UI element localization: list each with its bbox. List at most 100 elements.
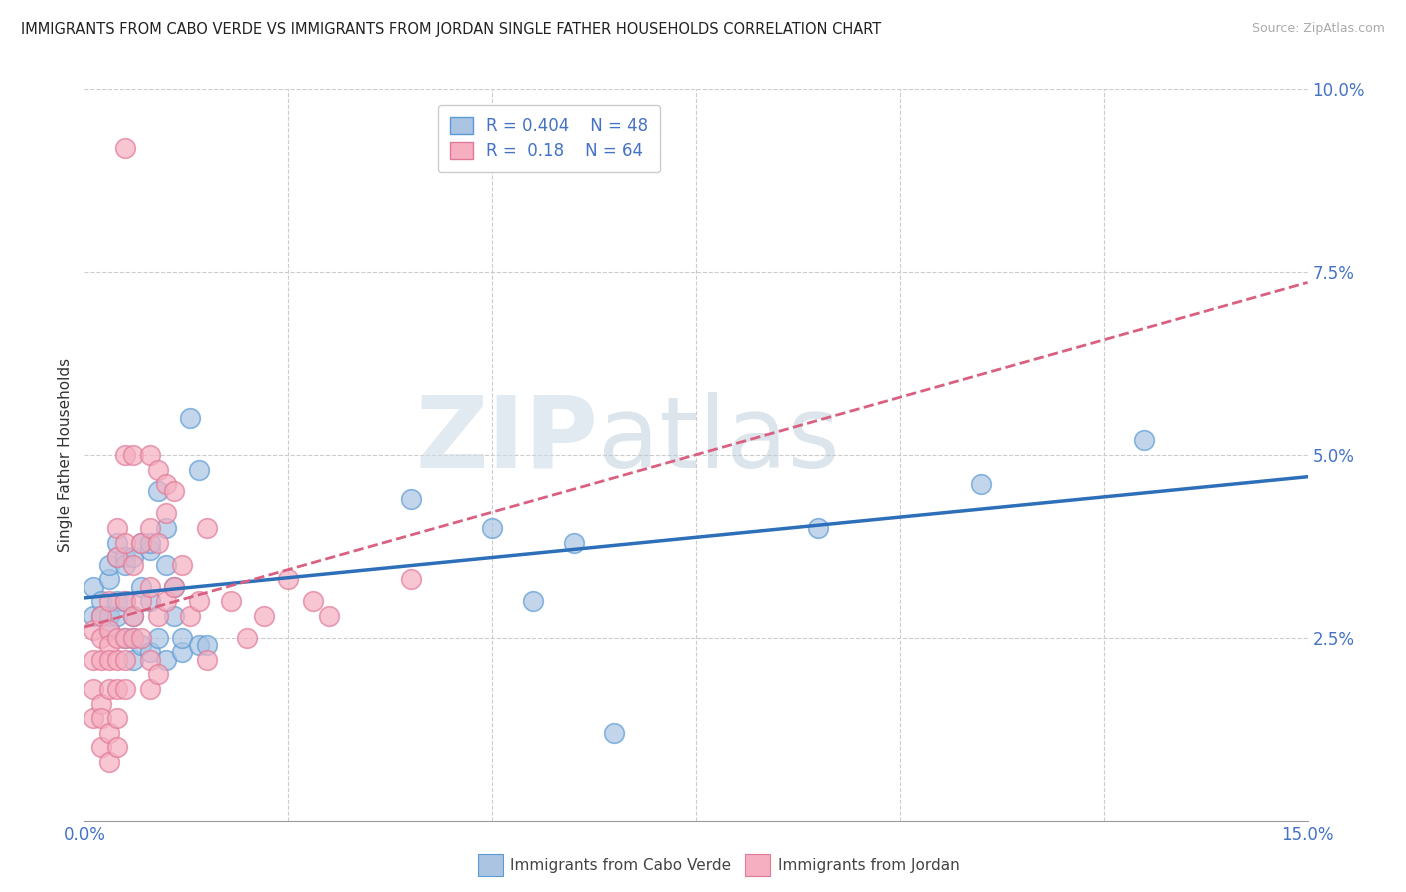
Point (562, 535, 585, 549)
Point (155, 477, 177, 491)
Point (122, 653, 145, 667)
Text: Source: ZipAtlas.com: Source: ZipAtlas.com (1251, 22, 1385, 36)
Point (82, 608, 104, 623)
Point (114, 535, 136, 549)
Text: atlas: atlas (598, 392, 839, 489)
Point (105, 681, 128, 696)
Point (90, 608, 112, 623)
Point (399, 572, 422, 586)
Text: IMMIGRANTS FROM CABO VERDE VS IMMIGRANTS FROM JORDAN SINGLE FATHER HOUSEHOLDS CO: IMMIGRANTS FROM CABO VERDE VS IMMIGRANTS… (21, 22, 882, 37)
Point (122, 631, 145, 645)
Point (97, 624, 120, 638)
Point (253, 608, 276, 623)
Text: Immigrants from Jordan: Immigrants from Jordan (778, 858, 959, 872)
Point (90, 631, 112, 645)
Point (82, 711, 104, 725)
Point (138, 521, 160, 535)
Point (195, 521, 218, 535)
Point (195, 638, 218, 652)
Point (131, 638, 153, 652)
Text: Immigrants from Cabo Verde: Immigrants from Cabo Verde (510, 858, 731, 872)
Point (138, 543, 160, 558)
Point (90, 697, 112, 711)
Point (138, 535, 160, 549)
Point (236, 631, 259, 645)
Point (105, 608, 128, 623)
Point (90, 608, 112, 623)
Point (105, 711, 128, 725)
Point (114, 631, 136, 645)
Point (179, 608, 201, 623)
Point (82, 653, 104, 667)
Point (970, 477, 993, 491)
Point (163, 608, 186, 623)
Point (97, 755, 120, 769)
Point (114, 631, 136, 645)
Point (131, 631, 153, 645)
Point (97, 558, 120, 572)
Point (187, 594, 209, 608)
Point (138, 645, 160, 659)
Point (603, 726, 626, 740)
Point (131, 594, 153, 608)
Point (146, 462, 169, 476)
Point (105, 521, 128, 535)
Point (318, 608, 340, 623)
Point (138, 681, 160, 696)
Point (114, 594, 136, 608)
Point (82, 681, 104, 696)
Point (179, 411, 201, 425)
Point (122, 448, 145, 462)
Point (131, 535, 153, 549)
Point (97, 726, 120, 740)
Point (90, 711, 112, 725)
Point (155, 507, 177, 521)
Point (105, 535, 128, 549)
Point (114, 448, 136, 462)
Point (163, 580, 186, 594)
Point (138, 580, 160, 594)
Point (163, 484, 186, 499)
Point (807, 521, 830, 535)
Point (114, 141, 136, 155)
Point (187, 638, 209, 652)
Point (146, 608, 169, 623)
Point (97, 624, 120, 638)
Point (122, 608, 145, 623)
Point (97, 681, 120, 696)
Point (146, 667, 169, 681)
Point (114, 558, 136, 572)
Point (114, 653, 136, 667)
Point (146, 484, 169, 499)
Point (97, 594, 120, 608)
Point (105, 653, 128, 667)
Point (114, 681, 136, 696)
Y-axis label: Single Father Households: Single Father Households (58, 358, 73, 552)
Point (131, 535, 153, 549)
Point (97, 653, 120, 667)
Point (90, 740, 112, 755)
Point (90, 653, 112, 667)
Point (105, 740, 128, 755)
Point (131, 580, 153, 594)
Point (122, 608, 145, 623)
Point (155, 558, 177, 572)
Point (277, 572, 299, 586)
Point (105, 550, 128, 565)
Point (97, 608, 120, 623)
Point (301, 594, 323, 608)
Point (172, 558, 194, 572)
Point (219, 594, 242, 608)
Point (105, 550, 128, 565)
Point (146, 535, 169, 549)
Point (155, 594, 177, 608)
Point (163, 580, 186, 594)
Point (138, 653, 160, 667)
Point (138, 448, 160, 462)
Point (90, 594, 112, 608)
Text: ZIP: ZIP (415, 392, 598, 489)
Point (138, 594, 160, 608)
Point (1133, 434, 1156, 448)
Point (155, 653, 177, 667)
Point (122, 631, 145, 645)
